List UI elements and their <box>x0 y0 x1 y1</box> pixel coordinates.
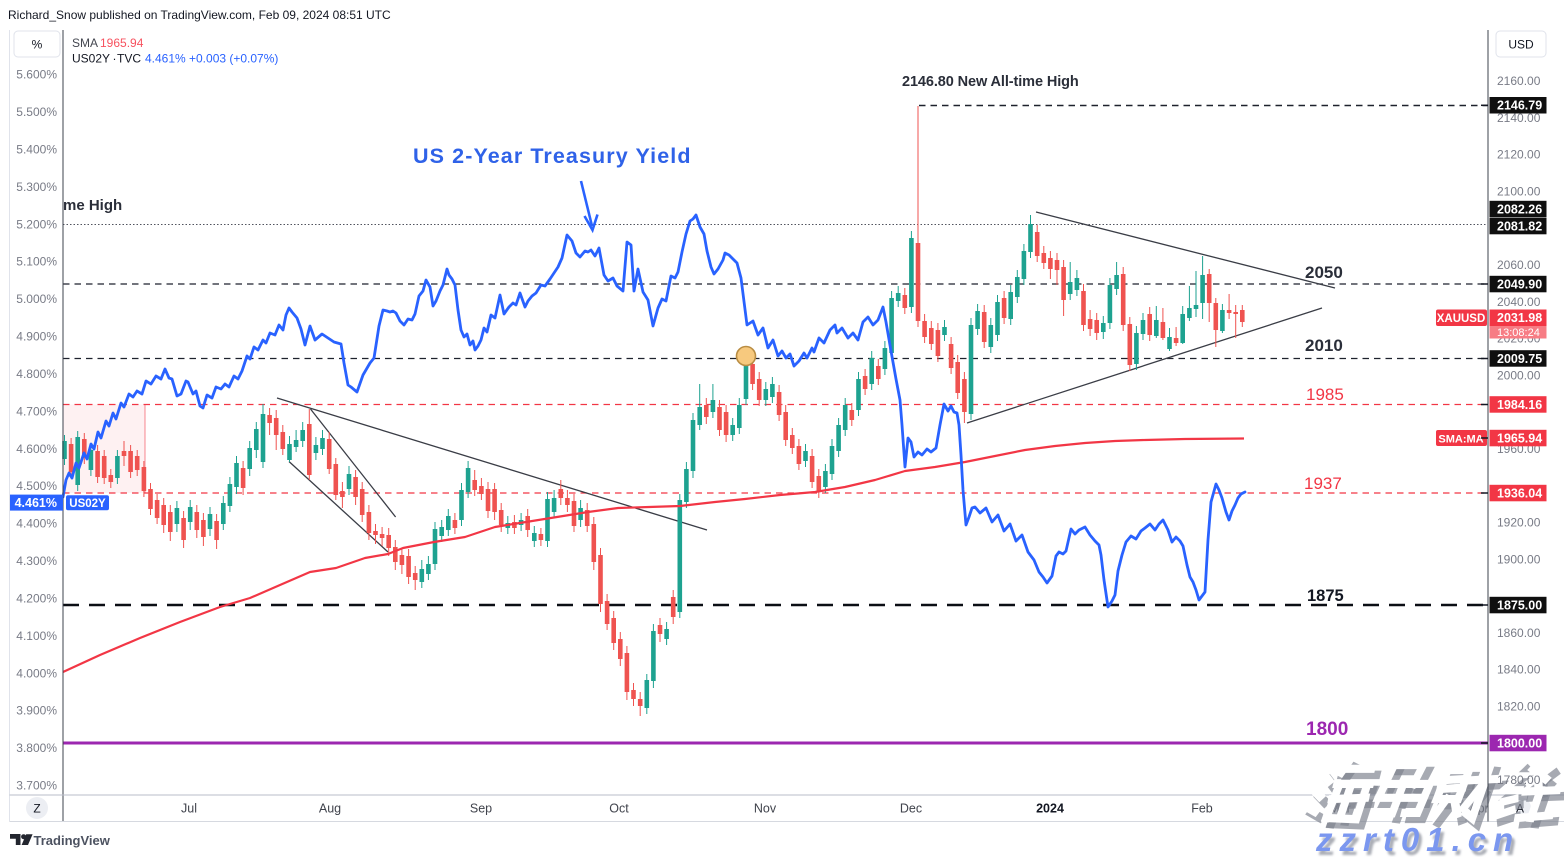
svg-text:4.800%: 4.800% <box>16 367 57 381</box>
svg-text:Sep: Sep <box>470 802 492 816</box>
svg-text:2024: 2024 <box>1036 802 1064 816</box>
svg-text:2000.00: 2000.00 <box>1497 368 1541 382</box>
svg-text:13:08:24: 13:08:24 <box>1497 327 1540 339</box>
svg-text:+0.003 (+0.07%): +0.003 (+0.07%) <box>189 52 278 66</box>
svg-text:1780.00: 1780.00 <box>1497 773 1541 787</box>
svg-text:5.100%: 5.100% <box>16 255 57 269</box>
svg-text:USD: USD <box>1508 38 1534 52</box>
svg-text:5.600%: 5.600% <box>16 68 57 82</box>
svg-text:1937: 1937 <box>1304 474 1342 493</box>
svg-text:4.100%: 4.100% <box>16 629 57 643</box>
svg-text:1800: 1800 <box>1306 719 1348 740</box>
svg-text:2160.00: 2160.00 <box>1497 74 1541 88</box>
svg-text:SMA: SMA <box>72 36 98 50</box>
svg-text:2140.00: 2140.00 <box>1497 111 1541 125</box>
svg-text:TVC: TVC <box>117 52 141 66</box>
svg-text:1936.04: 1936.04 <box>1497 486 1542 500</box>
svg-text:1920.00: 1920.00 <box>1497 516 1541 530</box>
svg-text:US02Y: US02Y <box>72 52 110 66</box>
svg-text:%: % <box>32 38 43 52</box>
svg-text:2009.75: 2009.75 <box>1497 352 1542 366</box>
svg-text:1860.00: 1860.00 <box>1497 626 1541 640</box>
svg-text:2050: 2050 <box>1305 263 1343 282</box>
svg-text:1800.00: 1800.00 <box>1497 736 1542 750</box>
svg-text:4.700%: 4.700% <box>16 404 57 418</box>
svg-text:1840.00: 1840.00 <box>1497 663 1541 677</box>
svg-text:Feb: Feb <box>1191 802 1213 816</box>
svg-text:US02Y: US02Y <box>69 498 106 510</box>
svg-text:4.500%: 4.500% <box>16 479 57 493</box>
svg-text:2031.98: 2031.98 <box>1497 311 1542 325</box>
svg-text:XAUUSD: XAUUSD <box>1437 313 1486 325</box>
svg-text:1965.94: 1965.94 <box>100 36 144 50</box>
svg-text:1965.94: 1965.94 <box>1497 431 1542 445</box>
svg-text:2060.00: 2060.00 <box>1497 258 1541 272</box>
svg-text:1900.00: 1900.00 <box>1497 552 1541 566</box>
svg-text:1820.00: 1820.00 <box>1497 700 1541 714</box>
svg-text:me High: me High <box>63 197 122 214</box>
svg-text:2081.82: 2081.82 <box>1497 219 1542 233</box>
svg-text:·: · <box>113 52 117 66</box>
svg-text:5.400%: 5.400% <box>16 142 57 156</box>
svg-text:5.500%: 5.500% <box>16 105 57 119</box>
svg-text:2120.00: 2120.00 <box>1497 148 1541 162</box>
svg-text:3.900%: 3.900% <box>16 704 57 718</box>
svg-text:2010: 2010 <box>1305 336 1343 355</box>
svg-text:1875: 1875 <box>1307 587 1344 605</box>
svg-text:Z: Z <box>33 802 40 816</box>
svg-text:US 2-Year Treasury Yield: US 2-Year Treasury Yield <box>413 144 692 168</box>
svg-text:1985: 1985 <box>1306 385 1344 404</box>
svg-text:4.300%: 4.300% <box>16 554 57 568</box>
svg-text:Jul: Jul <box>181 802 197 816</box>
svg-text:3.800%: 3.800% <box>16 741 57 755</box>
svg-text:2049.90: 2049.90 <box>1497 277 1542 291</box>
svg-text:2082.26: 2082.26 <box>1497 202 1542 216</box>
svg-text:Aug: Aug <box>319 802 341 816</box>
svg-text:4.900%: 4.900% <box>16 330 57 344</box>
svg-text:4.600%: 4.600% <box>16 442 57 456</box>
svg-text:TradingView: TradingView <box>34 833 111 848</box>
svg-text:2146.79: 2146.79 <box>1497 99 1542 113</box>
svg-text:2040.00: 2040.00 <box>1497 295 1541 309</box>
svg-text:Dec: Dec <box>900 802 922 816</box>
svg-text:Nov: Nov <box>754 802 777 816</box>
svg-text:4.461%: 4.461% <box>145 52 186 66</box>
svg-text:1875.00: 1875.00 <box>1497 598 1542 612</box>
svg-text:5.200%: 5.200% <box>16 217 57 231</box>
svg-text:5.300%: 5.300% <box>16 180 57 194</box>
svg-text:3.700%: 3.700% <box>16 779 57 793</box>
svg-text:4.400%: 4.400% <box>16 517 57 531</box>
svg-text:2100.00: 2100.00 <box>1497 184 1541 198</box>
svg-text:SMA:MA: SMA:MA <box>1438 433 1483 445</box>
svg-text:4.200%: 4.200% <box>16 591 57 605</box>
svg-text:1984.16: 1984.16 <box>1497 398 1542 412</box>
svg-text:2146.80 New All-time High: 2146.80 New All-time High <box>902 74 1079 90</box>
svg-text:4.461%: 4.461% <box>15 496 57 510</box>
svg-text:Oct: Oct <box>609 802 629 816</box>
svg-text:5.000%: 5.000% <box>16 292 57 306</box>
svg-text:4.000%: 4.000% <box>16 666 57 680</box>
